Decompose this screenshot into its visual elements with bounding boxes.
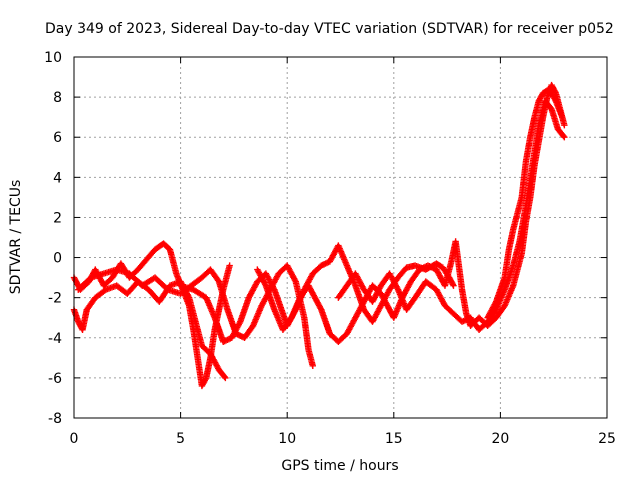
data-point-marker <box>560 132 567 140</box>
x-tick-labels: 0 5 10 15 20 25 <box>70 431 616 447</box>
data-point-marker <box>561 121 568 129</box>
y-tick-label: -8 <box>48 411 62 427</box>
y-tick-labels: -8 -6 -4 -2 0 2 4 6 8 10 <box>44 50 62 427</box>
x-tick-label: 20 <box>491 431 509 447</box>
y-tick-label: 4 <box>53 170 62 186</box>
data-point-marker <box>450 282 457 289</box>
x-tick-label: 25 <box>598 431 616 447</box>
data-point-marker <box>559 113 566 121</box>
chart-title: Day 349 of 2023, Sidereal Day-to-day VTE… <box>45 21 614 37</box>
y-tick-label: 10 <box>44 50 62 66</box>
series-group <box>70 240 233 390</box>
series-group <box>75 262 316 370</box>
data-point-marker <box>317 305 324 312</box>
x-axis-label: GPS time / hours <box>281 458 398 474</box>
y-tick-label: -2 <box>48 291 62 307</box>
data-markers <box>70 81 568 390</box>
series-group <box>335 97 568 333</box>
data-point-marker <box>221 373 228 380</box>
data-point-marker <box>214 277 222 284</box>
plot-frame <box>73 56 608 419</box>
data-point-marker <box>309 362 316 370</box>
series-group <box>484 85 566 321</box>
data-point-marker <box>202 376 209 383</box>
series-group <box>70 278 229 382</box>
data-point-marker <box>222 374 229 382</box>
y-tick-label: 2 <box>53 210 62 226</box>
y-tick-label: -6 <box>48 371 62 387</box>
data-point-marker <box>561 134 568 141</box>
data-point-marker <box>449 281 456 288</box>
x-tick-label: 0 <box>70 431 79 447</box>
y-tick-label: -4 <box>48 331 62 347</box>
x-tick-label: 10 <box>278 431 296 447</box>
y-tick-label: 6 <box>53 130 62 146</box>
axis-ticks <box>73 56 608 419</box>
x-tick-label: 15 <box>385 431 403 447</box>
y-axis-label: SDTVAR / TECUs <box>8 180 24 295</box>
y-tick-label: 0 <box>53 251 62 267</box>
data-point-marker <box>226 262 233 269</box>
x-tick-label: 5 <box>176 431 185 447</box>
y-tick-label: 8 <box>53 90 62 106</box>
